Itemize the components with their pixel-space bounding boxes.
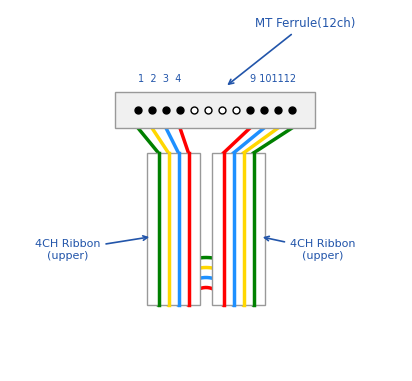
Text: 4CH Ribbon
(upper): 4CH Ribbon (upper) — [35, 236, 147, 261]
Text: MT Ferrule(12ch): MT Ferrule(12ch) — [229, 17, 356, 84]
Bar — [115, 92, 315, 128]
Text: 9 101112: 9 101112 — [250, 74, 296, 84]
Text: 4CH Ribbon
(upper): 4CH Ribbon (upper) — [265, 236, 356, 261]
Bar — [147, 153, 200, 305]
Text: 1  2  3  4: 1 2 3 4 — [138, 74, 181, 84]
Bar — [212, 153, 265, 305]
